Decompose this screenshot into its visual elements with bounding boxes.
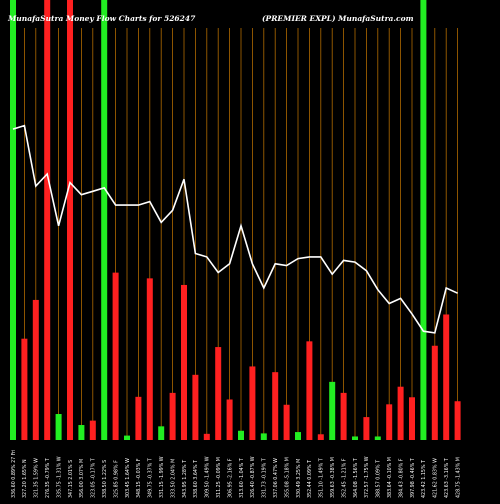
- volume-bar: [181, 284, 187, 440]
- x-tick-label: 352.44 0.09% T: [307, 460, 313, 498]
- x-tick-label: 321.35 1.59% W: [34, 458, 40, 498]
- x-tick-label: 356.00 3.07% M: [79, 459, 85, 498]
- price-line: [12, 124, 458, 334]
- x-tick-label: 309.50 -1.49% W: [205, 456, 211, 498]
- x-tick-label: 359.63 -0.38% M: [330, 457, 336, 498]
- x-tick-label: 338.50 1.22% S: [102, 460, 108, 498]
- volume-bar: [32, 299, 39, 440]
- volume-bar: [260, 433, 267, 440]
- x-tick-label: 372.57 -1.75% W: [364, 456, 370, 498]
- x-tick-label: 326.40 -0.87% W: [250, 456, 256, 498]
- x-tick-label: 325.85 0.98% F: [113, 460, 119, 498]
- x-tick-label: 347.15 2.01% S: [68, 460, 74, 498]
- volume-bar: [374, 436, 381, 440]
- x-tick-label: 349.75 -0.37% T: [148, 458, 154, 498]
- x-tick-label: 336.60 0.89% 27 Fri: [11, 450, 17, 498]
- volume-bar: [135, 396, 142, 440]
- volume-bar: [397, 386, 404, 440]
- x-tick-label: 311.25 -0.09% M: [216, 457, 222, 498]
- volume-bar: [192, 374, 199, 440]
- x-tick-label: 306.95 -2.16% F: [227, 458, 233, 498]
- volume-bar: [306, 341, 313, 440]
- volume-bar: [21, 338, 28, 440]
- volume-bar: [146, 278, 153, 440]
- x-tick-label: 337.06 0.47% W: [273, 458, 279, 498]
- x-tick-label: 276.35 -0.79% T: [45, 458, 51, 498]
- x-tick-label: 330.49 3.25% M: [296, 459, 302, 498]
- volume-bar: [295, 432, 301, 440]
- chart-title-left: MunafaSutra Money Flow Charts for 526247: [7, 14, 196, 23]
- x-tick-label: 331.15 -1.99% W: [159, 456, 165, 498]
- volume-bar: [249, 366, 256, 440]
- volume-bar: [386, 404, 393, 440]
- volume-bars: [10, 0, 461, 440]
- volume-bar: [55, 414, 62, 440]
- volume-bar: [431, 345, 438, 440]
- volume-bar: [272, 372, 279, 440]
- volume-bar: [89, 420, 96, 440]
- volume-bar: [443, 314, 450, 440]
- volume-bar: [101, 0, 108, 440]
- x-tick-label: 383.64 -0.10% M: [387, 457, 393, 498]
- volume-bar: [352, 436, 358, 440]
- volume-bar: [317, 434, 324, 440]
- volume-bar: [283, 404, 290, 440]
- x-tick-label: 397.98 -0.46% T: [410, 458, 416, 498]
- volume-bar: [67, 0, 73, 440]
- x-tick-label: 423.42 1.15% T: [421, 460, 427, 498]
- volume-bar: [409, 397, 415, 440]
- volume-bar: [112, 272, 119, 440]
- x-tick-labels: 336.60 0.89% 27 Fri 327.20 1.65% N 321.35 …: [11, 450, 462, 498]
- x-tick-label: 303.45 1.64% W: [125, 458, 131, 498]
- volume-bar: [340, 392, 347, 440]
- x-tick-label: 388.57 0.09% T: [376, 460, 382, 498]
- volume-bar: [226, 399, 233, 440]
- x-tick-label: 423.63 -3.16% T: [444, 458, 450, 498]
- volume-bar: [169, 392, 176, 440]
- x-tick-label: 428.75 -1.43% M: [455, 457, 461, 498]
- chart-title-right: (PREMIER EXPL) MunafaSutra.com: [262, 14, 414, 23]
- volume-bar: [10, 0, 16, 440]
- x-tick-label: 421.62 0.83% W: [433, 458, 439, 498]
- volume-bar: [329, 381, 336, 440]
- volume-bar: [363, 417, 370, 440]
- x-tick-label: 364.08 -1.56% T: [353, 458, 359, 498]
- volume-bar: [420, 0, 427, 440]
- volume-bar: [124, 435, 130, 440]
- x-tick-label: 327.20 1.65% N: [22, 459, 28, 498]
- price-line-layer: [12, 124, 458, 334]
- volume-bar: [215, 347, 222, 440]
- volume-bar: [238, 430, 244, 440]
- volume-bar: [203, 433, 210, 440]
- volume-bar: [44, 0, 51, 440]
- x-tick-label: 338.60 3.64% T: [193, 460, 199, 498]
- x-tick-label: 348.15 -0.03% F: [136, 458, 142, 498]
- volume-bar: [158, 426, 165, 440]
- x-tick-label: 333.50 2.04% M: [170, 459, 176, 498]
- volume-bar: [454, 401, 461, 440]
- x-tick-label: 343.95 1.28% T: [182, 460, 188, 498]
- volume-bar: [78, 425, 85, 440]
- x-tick-label: 323.05 -0.17% T: [91, 458, 97, 498]
- x-tick-label: 331.73 -0.19% T: [262, 458, 268, 498]
- x-tick-label: 384.43 -0.80% F: [398, 458, 404, 498]
- x-tick-label: 351.10 -1.49% T: [319, 458, 325, 498]
- x-tick-label: 335.75 -1.31% W: [56, 456, 62, 498]
- x-tick-label: 313.60 -1.04% T: [239, 458, 245, 498]
- x-tick-label: 355.08 -5.18% M: [284, 457, 290, 498]
- x-tick-label: 352.45 -1.21% F: [341, 458, 347, 498]
